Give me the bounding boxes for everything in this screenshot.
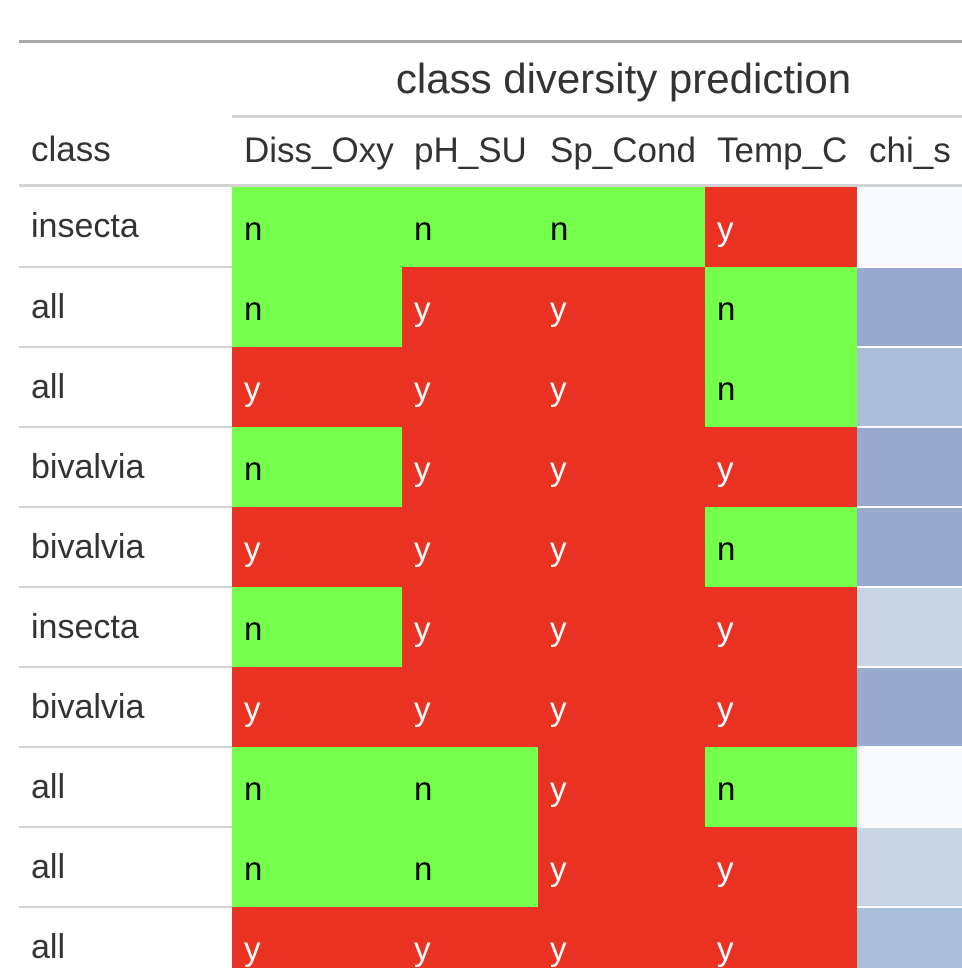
cell-temp-c: y — [705, 907, 858, 968]
cell-class: insecta — [19, 587, 232, 668]
cell-sp-cond: y — [538, 587, 705, 667]
cell-class: all — [19, 267, 232, 348]
cell-temp-c: n — [705, 747, 858, 827]
cell-ph-su: n — [402, 827, 538, 907]
cell-ph-su: y — [402, 267, 538, 347]
table-row: bivalvia y y y y — [19, 667, 962, 748]
cell-diss-oxy: y — [232, 667, 402, 747]
cell-class: bivalvia — [19, 427, 232, 508]
cell-temp-c: y — [705, 587, 858, 667]
cell-diss-oxy: n — [232, 427, 402, 507]
data-table: class diversity prediction class Diss_Ox… — [19, 40, 962, 968]
cell-diss-oxy: y — [232, 907, 402, 968]
spanner-row: class diversity prediction — [19, 40, 962, 118]
cell-sp-cond: y — [538, 907, 705, 968]
cell-ph-su: y — [402, 347, 538, 427]
spanner-label: class diversity prediction — [395, 55, 852, 102]
cell-sp-cond: n — [538, 185, 705, 267]
cell-sp-cond: y — [538, 667, 705, 747]
spanner-empty-cell — [19, 40, 232, 117]
table-row: all y y y n — [19, 347, 962, 428]
cell-diss-oxy: y — [232, 507, 402, 587]
column-header-ph-su: pH_SU — [402, 116, 538, 187]
cell-chi-s — [857, 747, 962, 828]
cell-sp-cond: y — [538, 267, 705, 347]
cell-ph-su: y — [402, 507, 538, 587]
column-header-chi-s: chi_s — [857, 116, 962, 187]
column-header-temp-c: Temp_C — [705, 116, 858, 187]
cell-ph-su: y — [402, 587, 538, 667]
cell-ph-su: y — [402, 907, 538, 968]
table-row: bivalvia n y y y — [19, 427, 962, 508]
table-body: insecta n n n y all n y y n all y y y n bivalvia n y y y biv… — [19, 185, 962, 968]
spanner-cell: class diversity prediction — [232, 40, 858, 118]
cell-temp-c: y — [705, 827, 858, 907]
cell-ph-su: n — [402, 185, 538, 267]
column-header-row: class Diss_Oxy pH_SU Sp_Cond Temp_C chi_… — [19, 116, 962, 187]
cell-chi-s — [857, 827, 962, 908]
column-header-sp-cond: Sp_Cond — [538, 116, 705, 187]
cell-class: all — [19, 827, 232, 908]
cell-chi-s — [857, 347, 962, 428]
table-row: all n n y n — [19, 747, 962, 828]
table-row: insecta n n n y — [19, 185, 962, 268]
table-row: all y y y y — [19, 907, 962, 968]
cell-diss-oxy: n — [232, 827, 402, 907]
cell-sp-cond: y — [538, 427, 705, 507]
cell-diss-oxy: n — [232, 185, 402, 267]
cell-temp-c: y — [705, 427, 858, 507]
cell-class: insecta — [19, 185, 232, 268]
cell-class: bivalvia — [19, 507, 232, 588]
cell-chi-s — [857, 427, 962, 508]
cell-chi-s — [857, 507, 962, 588]
cell-diss-oxy: n — [232, 587, 402, 667]
column-header-class: class — [19, 116, 232, 187]
cell-chi-s — [857, 185, 962, 268]
spanner-cell-overflow — [857, 40, 962, 118]
cell-diss-oxy: n — [232, 267, 402, 347]
cell-class: all — [19, 907, 232, 968]
cell-chi-s — [857, 667, 962, 748]
column-header-diss-oxy: Diss_Oxy — [232, 116, 402, 187]
cell-temp-c: n — [705, 507, 858, 587]
cell-class: all — [19, 747, 232, 828]
cell-sp-cond: y — [538, 747, 705, 827]
cell-diss-oxy: y — [232, 347, 402, 427]
cell-sp-cond: y — [538, 827, 705, 907]
cell-temp-c: n — [705, 347, 858, 427]
cell-diss-oxy: n — [232, 747, 402, 827]
cell-chi-s — [857, 587, 962, 668]
cell-temp-c: y — [705, 667, 858, 747]
cell-chi-s — [857, 907, 962, 968]
table-row: all n y y n — [19, 267, 962, 348]
cell-chi-s — [857, 267, 962, 348]
table-row: insecta n y y y — [19, 587, 962, 668]
cell-class: all — [19, 347, 232, 428]
cell-ph-su: n — [402, 747, 538, 827]
data-table-container: class diversity prediction class Diss_Ox… — [19, 40, 962, 968]
cell-ph-su: y — [402, 427, 538, 507]
cell-ph-su: y — [402, 667, 538, 747]
cell-class: bivalvia — [19, 667, 232, 748]
table-row: bivalvia y y y n — [19, 507, 962, 588]
table-row: all n n y y — [19, 827, 962, 908]
cell-temp-c: n — [705, 267, 858, 347]
cell-temp-c: y — [705, 185, 858, 267]
cell-sp-cond: y — [538, 507, 705, 587]
cell-sp-cond: y — [538, 347, 705, 427]
